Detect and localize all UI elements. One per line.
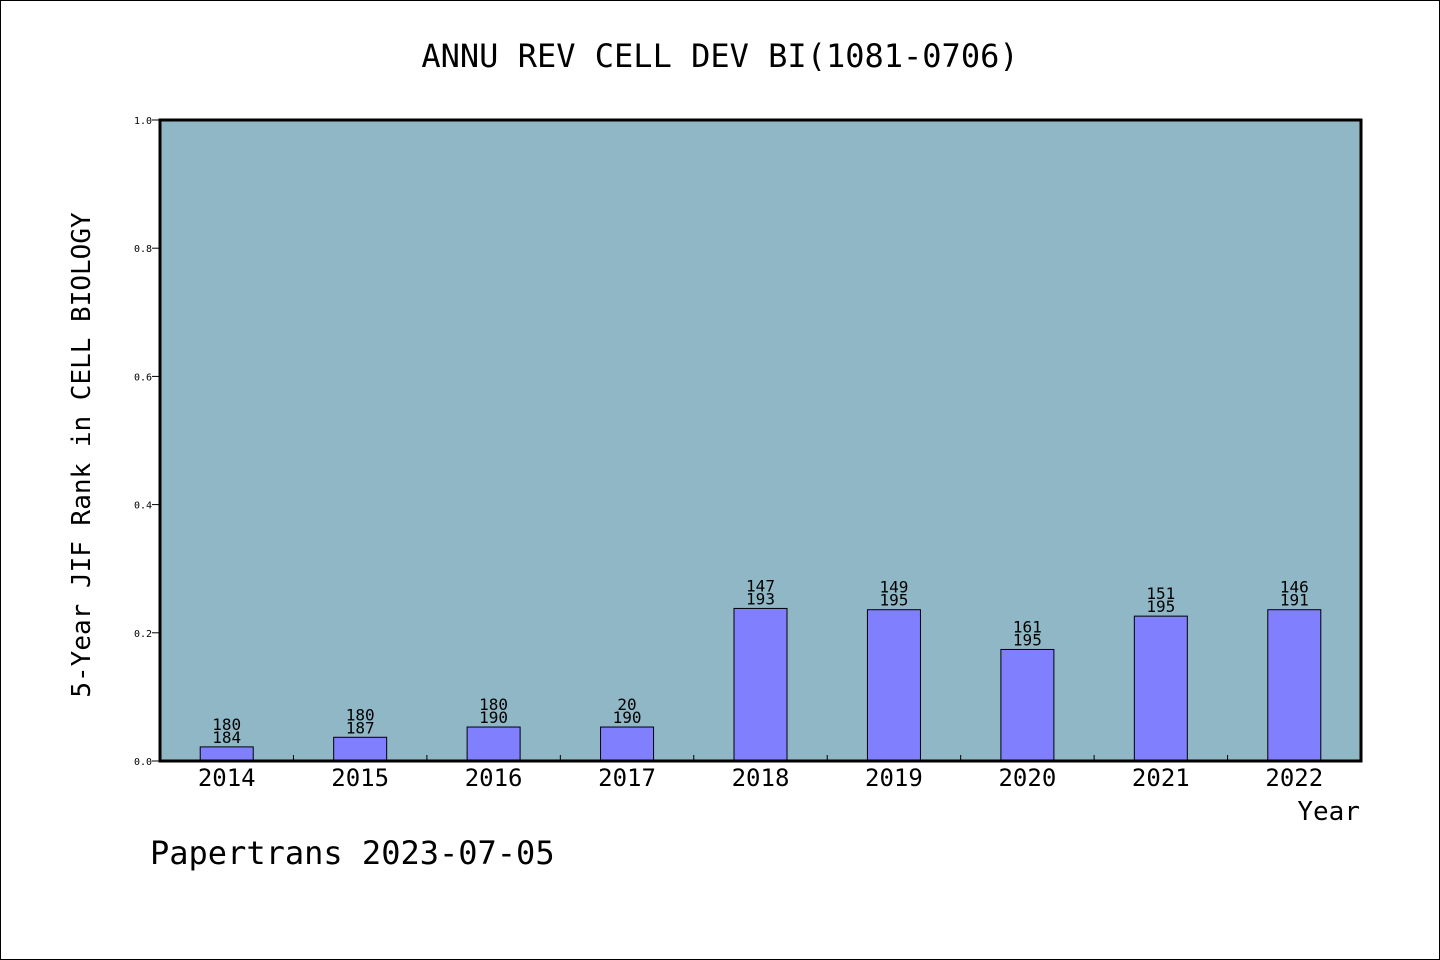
plot-border [158, 118, 1363, 763]
bar-label-total-2014: 184 [212, 728, 241, 747]
bar-2019 [866, 609, 921, 762]
bar-2017 [600, 726, 655, 762]
x-axis-label: Year [1297, 797, 1360, 827]
bar-label-total-2019: 195 [879, 591, 908, 610]
bar-label-rank-2018: 147 [746, 576, 775, 595]
y-axis-ticks: 0.0 0.2 0.4 0.6 0.8 1.0 [134, 116, 160, 768]
bar-label-rank-2015: 180 [346, 705, 375, 724]
bar-label-total-2016: 190 [479, 708, 508, 727]
x-tick-label-2018: 2018 [732, 764, 790, 792]
footer-credit: Papertrans 2023-07-05 [150, 834, 555, 872]
bar-label-rank-2019: 149 [879, 578, 908, 597]
bar-2018 [733, 607, 788, 762]
bar-label-total-2022: 191 [1280, 591, 1309, 610]
bar-label-total-2017: 190 [613, 708, 642, 727]
bar-label-total-2021: 195 [1146, 597, 1175, 616]
x-tick-label-2016: 2016 [465, 764, 523, 792]
bar-label-rank-2017: 20 [617, 695, 636, 714]
y-tick-label: 0.0 [134, 757, 152, 768]
bar-data-labels: 1801841801871801902019014719314919516119… [212, 576, 1308, 746]
x-tick-label-2015: 2015 [331, 764, 389, 792]
x-tick-label-2017: 2017 [598, 764, 656, 792]
x-tick-label-2019: 2019 [865, 764, 923, 792]
x-tick-label-2021: 2021 [1132, 764, 1190, 792]
chart-title: ANNU REV CELL DEV BI(1081-0706) [421, 37, 1018, 75]
x-axis-tick-labels: 2014 2015 2016 2017 2018 2019 2020 2021 2022 [198, 764, 1323, 792]
bar-label-rank-2020: 161 [1013, 617, 1042, 636]
bar-2020 [1000, 648, 1055, 762]
bar-label-rank-2021: 151 [1146, 584, 1175, 603]
y-tick-label: 1.0 [134, 116, 152, 127]
bar-2021 [1133, 615, 1188, 762]
y-tick-label: 0.4 [134, 501, 152, 512]
bar-label-total-2020: 195 [1013, 630, 1042, 649]
x-tick-label-2020: 2020 [998, 764, 1056, 792]
bar-label-total-2018: 193 [746, 589, 775, 608]
bar-series [199, 607, 1322, 762]
bar-label-rank-2016: 180 [479, 695, 508, 714]
bar-2015 [333, 736, 388, 762]
y-tick-label: 0.2 [134, 629, 152, 640]
bar-2014 [199, 746, 254, 762]
bar-2016 [466, 726, 521, 762]
y-tick-label: 0.8 [134, 244, 152, 255]
bar-label-rank-2022: 146 [1280, 578, 1309, 597]
x-tick-label-2022: 2022 [1265, 764, 1323, 792]
x-tick-label-2014: 2014 [198, 764, 256, 792]
bar-label-rank-2014: 180 [212, 715, 241, 734]
bar-label-total-2015: 187 [346, 718, 375, 737]
bar-2022 [1267, 609, 1322, 762]
y-axis-label: 5-Year JIF Rank in CELL BIOLOGY [67, 212, 97, 698]
y-tick-label: 0.6 [134, 372, 152, 383]
